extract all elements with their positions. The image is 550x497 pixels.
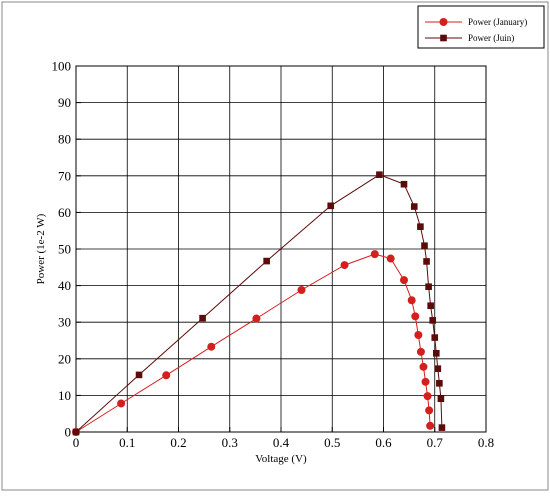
data-point bbox=[400, 180, 408, 188]
y-tick-label: 30 bbox=[58, 315, 71, 330]
data-point bbox=[263, 257, 270, 265]
data-point bbox=[135, 371, 143, 379]
data-point bbox=[162, 371, 171, 380]
data-point bbox=[117, 399, 126, 408]
data-point bbox=[417, 223, 424, 230]
x-axis-title: Voltage (V) bbox=[255, 453, 307, 465]
data-point bbox=[423, 392, 432, 401]
data-point bbox=[421, 377, 430, 386]
x-tick-label: 0.8 bbox=[478, 435, 494, 450]
series-2 bbox=[72, 171, 446, 436]
data-point bbox=[327, 202, 335, 210]
y-tick-label: 90 bbox=[58, 95, 71, 110]
data-point bbox=[72, 428, 80, 436]
data-point bbox=[411, 312, 420, 321]
x-tick-label: 0.1 bbox=[119, 435, 135, 450]
data-point bbox=[414, 331, 423, 340]
legend: Power (January) Power (Juin) bbox=[417, 5, 545, 49]
legend-marker bbox=[439, 18, 448, 26]
data-point bbox=[376, 171, 383, 179]
x-tick-label: 0.2 bbox=[170, 435, 186, 450]
data-point bbox=[437, 395, 445, 402]
y-tick-label: 60 bbox=[58, 205, 71, 220]
data-point bbox=[426, 421, 435, 430]
axis-ticks: 0 0.1 0.2 0.3 0.4 0.5 0.6 0.7 0.8 0 10 20 30 40 50 60 70… bbox=[52, 59, 495, 451]
x-tick-label: 0.5 bbox=[324, 435, 340, 450]
data-point bbox=[400, 276, 408, 285]
grid bbox=[75, 65, 487, 433]
series-group bbox=[72, 171, 446, 436]
y-tick-label: 80 bbox=[58, 132, 71, 147]
x-tick-label: 0.6 bbox=[375, 435, 392, 450]
data-point bbox=[340, 261, 349, 270]
data-point bbox=[416, 347, 425, 356]
data-point bbox=[434, 365, 442, 372]
x-tick-label: 0.3 bbox=[222, 435, 238, 450]
y-tick-label: 100 bbox=[52, 59, 72, 74]
data-point bbox=[410, 203, 418, 210]
y-tick-label: 20 bbox=[58, 351, 71, 366]
x-tick-label: 0 bbox=[73, 435, 80, 450]
data-point bbox=[407, 296, 416, 305]
legend-box bbox=[417, 5, 545, 49]
data-point bbox=[425, 406, 434, 415]
data-point bbox=[427, 302, 434, 310]
data-point bbox=[431, 334, 439, 341]
data-point bbox=[199, 314, 206, 322]
data-point bbox=[438, 424, 446, 431]
data-point bbox=[421, 242, 428, 250]
data-point bbox=[297, 285, 306, 294]
data-point bbox=[436, 380, 443, 387]
y-axis-title: Power (1e-2 W) bbox=[35, 213, 47, 284]
legend-label: Power (Juin) bbox=[468, 33, 514, 43]
x-tick-label: 0.4 bbox=[273, 435, 290, 450]
data-point bbox=[207, 342, 216, 351]
y-tick-label: 70 bbox=[58, 168, 71, 183]
legend-marker bbox=[440, 34, 447, 42]
y-tick-label: 50 bbox=[58, 242, 71, 257]
y-tick-label: 40 bbox=[58, 278, 71, 293]
data-point bbox=[370, 250, 379, 259]
y-tick-label: 10 bbox=[58, 388, 71, 403]
data-point bbox=[432, 350, 440, 357]
x-tick-label: 0.7 bbox=[427, 435, 444, 450]
data-point bbox=[419, 362, 428, 371]
data-point bbox=[252, 314, 261, 323]
data-point bbox=[429, 317, 436, 324]
data-point bbox=[386, 254, 395, 263]
data-point bbox=[425, 283, 432, 290]
legend-label: Power (January) bbox=[468, 17, 527, 27]
data-point bbox=[423, 258, 430, 265]
y-tick-label: 0 bbox=[65, 425, 72, 440]
